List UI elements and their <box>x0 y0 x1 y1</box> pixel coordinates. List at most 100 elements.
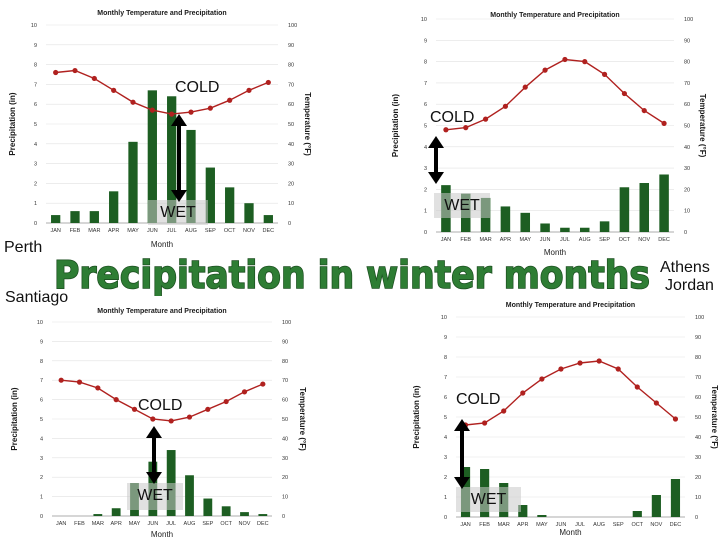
x-tick-label: MAR <box>92 521 104 527</box>
y-tick-label: 1 <box>34 201 37 207</box>
cold-annotation: COLD <box>456 391 500 408</box>
x-axis-label: Month <box>544 248 566 257</box>
x-tick-label: JUL <box>167 228 177 234</box>
precip-bar <box>520 212 531 232</box>
x-tick-label: APR <box>111 521 122 527</box>
x-tick-label: OCT <box>631 522 643 528</box>
precip-bar <box>93 514 103 516</box>
precip-bar <box>51 215 61 223</box>
double-arrow-head-down <box>428 172 444 184</box>
temperature-point <box>76 379 83 385</box>
y2-tick-label: 30 <box>288 162 294 168</box>
x-tick-label: JUN <box>147 521 158 527</box>
y-tick-label: 0 <box>444 515 447 521</box>
wet-annotation: WET <box>444 197 480 214</box>
x-tick-label: JAN <box>50 228 60 234</box>
y-tick-label: 1 <box>444 495 447 501</box>
y-tick-label: 7 <box>34 82 37 88</box>
y2-tick-label: 40 <box>695 435 701 441</box>
wet-annotation: WET <box>160 204 196 221</box>
x-axis-label: Month <box>559 528 581 537</box>
precip-bar <box>221 506 231 516</box>
precip-bar <box>500 206 511 232</box>
precip-bar <box>185 475 194 516</box>
x-tick-label: AUG <box>579 237 591 243</box>
x-tick-label: MAR <box>479 237 491 243</box>
x-tick-label: DEC <box>263 228 275 234</box>
chart-title: Monthly Temperature and Precipitation <box>97 308 226 315</box>
precip-bar <box>670 479 681 517</box>
temperature-point <box>169 111 175 117</box>
y-axis-label: Precipitation (in) <box>8 92 17 155</box>
temperature-point <box>265 79 271 86</box>
bottom-right-climate-chart: Monthly Temperature and Precipitation 0 1 2… <box>412 302 719 537</box>
x-tick-label: SEP <box>202 521 213 527</box>
x-tick-label: AUG <box>185 228 197 234</box>
wet-annotation: WET <box>471 491 507 508</box>
y2-tick-label: 10 <box>288 201 294 207</box>
santiago-climate-chart: Monthly Temperature and Precipitation 0 1 2… <box>10 308 307 539</box>
temperature-point <box>130 99 136 105</box>
precip-bar <box>167 96 177 223</box>
y-tick-label: 2 <box>40 475 43 481</box>
y2-axis-label: Temperature (°F) <box>303 92 312 156</box>
x-tick-label: SEP <box>599 237 610 243</box>
precip-bar <box>659 174 669 232</box>
precip-bar <box>225 187 235 223</box>
precip-bar <box>109 191 119 223</box>
double-arrow-head-up <box>146 426 162 438</box>
y-tick-label: 0 <box>424 230 427 236</box>
y-tick-label: 4 <box>34 142 37 148</box>
x-tick-label: JAN <box>460 522 470 528</box>
x-tick-label: NOV <box>638 237 650 243</box>
chart-title: Monthly Temperature and Precipitation <box>97 10 226 17</box>
precip-bar <box>111 508 121 516</box>
x-tick-label: AUG <box>593 522 605 528</box>
x-tick-label: DEC <box>670 522 682 528</box>
y2-tick-label: 0 <box>695 515 698 521</box>
y-tick-label: 6 <box>40 398 43 404</box>
precip-bar <box>560 227 570 232</box>
headline-text: Precipitation in winter months <box>54 253 650 296</box>
temperature-point <box>653 400 659 406</box>
x-tick-label: MAY <box>519 237 531 243</box>
y-tick-label: 7 <box>424 81 427 87</box>
y-tick-label: 9 <box>34 43 37 49</box>
y-tick-label: 2 <box>34 181 37 187</box>
y-tick-label: 1 <box>424 209 427 215</box>
cold-annotation: COLD <box>138 397 182 414</box>
temperature-point <box>149 107 155 113</box>
precip-bar <box>579 227 590 232</box>
y2-tick-label: 10 <box>684 209 690 215</box>
temperature-point <box>596 358 602 364</box>
x-tick-label: JUL <box>166 521 176 527</box>
y2-tick-label: 70 <box>684 81 690 87</box>
precip-bar <box>639 183 650 232</box>
y-tick-label: 9 <box>444 335 447 341</box>
y2-tick-label: 20 <box>684 187 690 193</box>
precip-bar <box>651 495 661 517</box>
x-tick-label: MAY <box>536 522 548 528</box>
temperature-line <box>61 379 264 422</box>
y2-tick-label: 90 <box>695 335 701 341</box>
y-tick-label: 8 <box>34 63 37 69</box>
y2-tick-label: 20 <box>695 475 701 481</box>
temperature-point <box>186 414 193 420</box>
y2-tick-label: 50 <box>282 417 288 423</box>
precip-bar <box>632 511 642 517</box>
y-tick-label: 6 <box>34 102 37 108</box>
x-tick-label: JUN <box>556 522 567 528</box>
y-tick-label: 10 <box>441 315 447 321</box>
x-tick-label: SEP <box>613 522 624 528</box>
y-axis-label: Precipitation (in) <box>412 385 421 448</box>
santiago-label: Santiago <box>5 289 69 306</box>
x-tick-label: NOV <box>243 228 255 234</box>
y2-tick-label: 40 <box>288 142 294 148</box>
y2-tick-label: 20 <box>282 475 288 481</box>
y-tick-label: 4 <box>40 436 43 442</box>
temperature-point <box>223 398 229 405</box>
temperature-point <box>501 408 507 414</box>
y2-tick-label: 80 <box>282 359 288 365</box>
y2-tick-label: 60 <box>684 102 690 108</box>
precip-bar <box>147 90 157 223</box>
